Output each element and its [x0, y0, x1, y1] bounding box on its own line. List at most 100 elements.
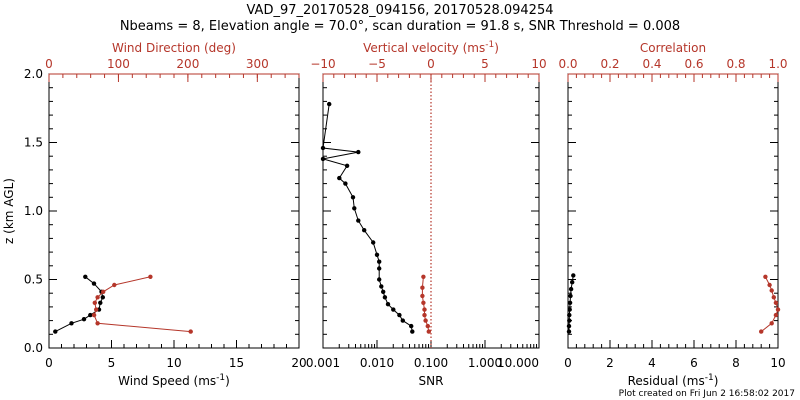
- data-point: [112, 282, 117, 288]
- x-bottom-label: Wind Speed (ms-1): [118, 373, 230, 388]
- data-point: [381, 289, 386, 294]
- data-point: [566, 323, 572, 329]
- data-point: [69, 321, 74, 326]
- data-point: [356, 149, 361, 155]
- data-point: [88, 312, 93, 318]
- x-bottom-tick-label: 8: [732, 356, 740, 370]
- x-top-tick-label: 10: [531, 57, 546, 71]
- x-top-label-text: Vertical velocity (ms: [363, 41, 485, 55]
- x-top-tick-label: 0: [45, 57, 53, 71]
- y-tick-label: 0.0: [24, 341, 43, 355]
- data-point: [769, 288, 774, 293]
- data-point: [95, 321, 100, 326]
- data-point: [374, 252, 380, 257]
- y-tick-label: 1.5: [24, 136, 43, 150]
- data-point: [91, 281, 97, 286]
- data-point: [377, 259, 382, 264]
- x-bottom-label: SNR: [419, 374, 444, 388]
- y-tick-label: 2.0: [24, 67, 43, 81]
- data-point: [371, 240, 376, 245]
- data-point: [352, 206, 357, 211]
- x-top-label-end: ): [494, 41, 499, 55]
- data-point: [344, 163, 350, 168]
- x-bottom-label: Residual (ms-1): [628, 373, 719, 388]
- title-line-2: Nbeams = 8, Elevation angle = 70.0°, sca…: [120, 19, 680, 34]
- series-line-black: [568, 275, 574, 332]
- data-point: [769, 321, 774, 326]
- data-point: [327, 101, 332, 107]
- data-point: [385, 302, 391, 307]
- x-bottom-tick-label: 6: [690, 356, 698, 370]
- data-point: [568, 286, 574, 292]
- series-line-black: [55, 276, 104, 333]
- x-bottom-tick-label: 0.010: [360, 356, 394, 370]
- x-bottom-tick-label: 10.000: [497, 356, 539, 370]
- data-point: [425, 323, 430, 329]
- data-point: [320, 145, 326, 151]
- data-point: [92, 300, 98, 305]
- data-point: [767, 282, 772, 288]
- data-point: [763, 274, 768, 279]
- x-bottom-tick-label: 0: [45, 356, 53, 370]
- plot-frame: [48, 73, 300, 349]
- x-bottom-tick-label: 10: [770, 356, 785, 370]
- x-top-tick-label: 0.8: [726, 57, 745, 71]
- data-point: [568, 293, 573, 299]
- x-top-tick-label: 0: [427, 57, 435, 71]
- x-top-label-text: Wind Direction (deg): [112, 41, 236, 55]
- x-top-label-text: Correlation: [640, 41, 706, 55]
- x-top-tick-label: 1.0: [768, 57, 787, 71]
- x-bottom-tick-label: 4: [648, 356, 656, 370]
- data-point: [356, 218, 361, 223]
- data-point: [423, 318, 428, 323]
- x-bottom-tick-label: 2: [606, 356, 614, 370]
- data-point: [409, 323, 414, 329]
- x-bottom-tick-label: 5: [108, 356, 116, 370]
- x-bottom-label-sup: -1: [705, 373, 714, 383]
- data-point: [343, 181, 348, 186]
- data-point: [94, 307, 99, 312]
- x-bottom-tick-label: 10: [166, 356, 181, 370]
- data-point: [337, 175, 342, 181]
- panel-right: 0 2 4 6 8 10 Residual (ms-1) 0.0 0.2 0.4 0.6 0.8 1.0…: [558, 41, 787, 388]
- data-point: [100, 295, 106, 300]
- data-point: [422, 312, 427, 318]
- data-point: [379, 284, 384, 289]
- x-top-tick-label: 100: [107, 57, 130, 71]
- series-line-black: [322, 104, 413, 332]
- data-point: [148, 274, 153, 279]
- data-point: [759, 329, 764, 334]
- x-top-tick-label: 0.2: [600, 57, 619, 71]
- data-point: [571, 273, 576, 278]
- data-point: [421, 300, 426, 305]
- data-point: [567, 307, 572, 312]
- data-point: [426, 329, 431, 334]
- y-tick-label: 1.0: [24, 204, 43, 218]
- x-top-tick-label: 0.4: [642, 57, 661, 71]
- data-point: [382, 295, 388, 300]
- data-point: [566, 329, 572, 334]
- x-top-tick-label: 5: [481, 57, 489, 71]
- data-point: [420, 293, 425, 299]
- x-bottom-tick-label: 15: [229, 356, 244, 370]
- x-top-tick-label: 0.6: [684, 57, 703, 71]
- data-point: [95, 295, 100, 300]
- data-point: [400, 318, 405, 323]
- x-top-label-sup: -1: [485, 40, 494, 50]
- x-top-tick-label: 200: [176, 57, 199, 71]
- data-point: [98, 300, 103, 305]
- data-point: [771, 295, 776, 300]
- x-bottom-tick-label: 20: [291, 356, 306, 370]
- x-top-tick-label: −10: [310, 57, 335, 71]
- data-point: [101, 289, 106, 294]
- x-top-tick-label: 0.0: [558, 57, 577, 71]
- x-bottom-label-text: SNR: [419, 374, 444, 388]
- title-line-1: VAD_97_20170528_094156, 20170528.094254: [247, 3, 554, 18]
- data-point: [83, 274, 88, 279]
- data-point: [188, 329, 193, 334]
- data-point: [81, 317, 87, 322]
- data-point: [567, 312, 572, 318]
- x-bottom-tick-label: 0: [564, 356, 572, 370]
- footer-timestamp: Plot created on Fri Jun 2 16:58:02 2017: [619, 389, 795, 399]
